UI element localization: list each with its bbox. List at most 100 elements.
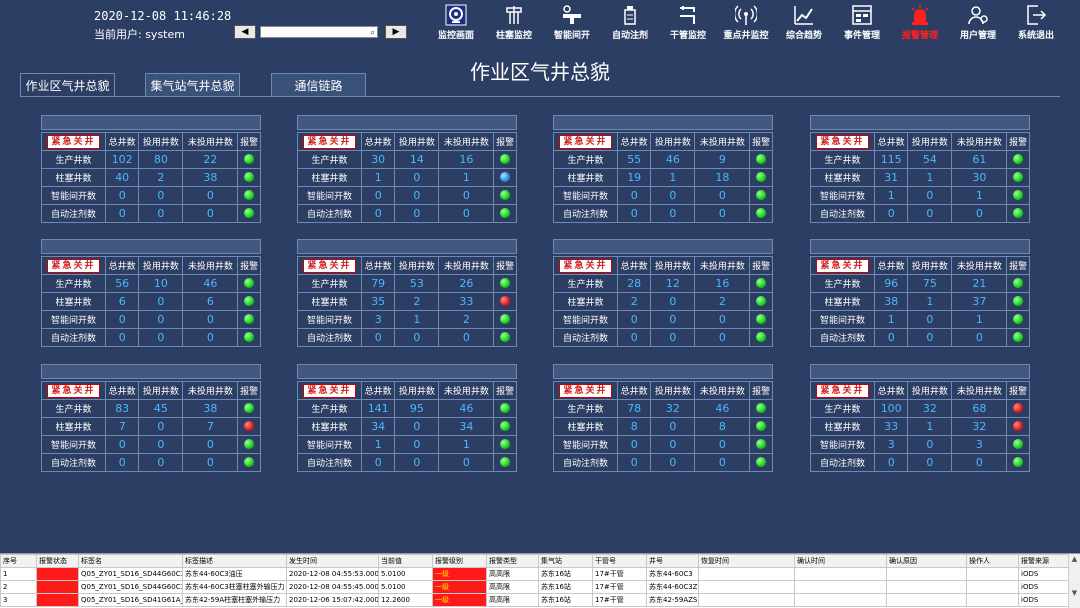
status-led-icon[interactable] [244, 403, 255, 414]
status-led-icon[interactable] [1013, 278, 1024, 289]
emergency-shutdown-button[interactable]: 紧急关井 [559, 258, 612, 273]
status-led-icon[interactable] [1013, 403, 1024, 414]
tab-gas-station-overview[interactable]: 集气站气井总貌 [145, 73, 240, 97]
emergency-shutdown-button[interactable]: 紧急关井 [47, 134, 100, 149]
toolbar-button-alarm[interactable]: 报警管理 [892, 2, 948, 46]
alarm-column-header[interactable]: 序号 [0, 554, 37, 568]
status-led-icon[interactable] [1013, 332, 1024, 343]
alarm-column-header[interactable]: 报警类型 [486, 554, 539, 568]
status-led-icon[interactable] [500, 457, 511, 468]
alarm-scrollbar[interactable]: ▲ ▼ [1068, 554, 1080, 608]
toolbar-button-pipe[interactable]: 干管监控 [660, 2, 716, 46]
toolbar-button-event[interactable]: 事件管理 [834, 2, 890, 46]
status-led-icon[interactable] [500, 190, 511, 201]
next-button[interactable]: ▶ [385, 25, 407, 39]
status-led-icon[interactable] [756, 439, 767, 450]
status-led-icon[interactable] [1013, 296, 1024, 307]
alarm-column-header[interactable]: 井号 [646, 554, 699, 568]
alarm-column-header[interactable]: 当前值 [378, 554, 433, 568]
status-led-icon[interactable] [1013, 457, 1024, 468]
status-led-icon[interactable] [244, 208, 255, 219]
status-led-icon[interactable] [244, 421, 255, 432]
alarm-column-header[interactable]: 确认时间 [794, 554, 887, 568]
status-led-icon[interactable] [756, 172, 767, 183]
status-led-icon[interactable] [1013, 314, 1024, 325]
status-led-icon[interactable] [244, 296, 255, 307]
status-led-icon[interactable] [244, 457, 255, 468]
toolbar-button-valve[interactable]: 智能间开 [544, 2, 600, 46]
status-led-icon[interactable] [244, 172, 255, 183]
status-led-icon[interactable] [244, 439, 255, 450]
status-led-icon[interactable] [500, 439, 511, 450]
emergency-shutdown-button[interactable]: 紧急关井 [303, 134, 356, 149]
status-led-icon[interactable] [500, 278, 511, 289]
status-led-icon[interactable] [756, 154, 767, 165]
alarm-column-header[interactable]: 操作人 [966, 554, 1019, 568]
status-led-icon[interactable] [1013, 208, 1024, 219]
status-led-icon[interactable] [500, 296, 511, 307]
status-led-icon[interactable] [1013, 172, 1024, 183]
alarm-column-header[interactable]: 报警级别 [432, 554, 487, 568]
status-led-icon[interactable] [756, 332, 767, 343]
status-led-icon[interactable] [756, 421, 767, 432]
alarm-row[interactable]: 2 Q05_ZY01_SD16_SD44G60C3_...苏东44-60C3柱塞柱… [0, 580, 1073, 594]
tab-work-area-overview[interactable]: 作业区气井总貌 [20, 73, 115, 97]
toolbar-button-injector[interactable]: 自动注剂 [602, 2, 658, 46]
status-led-icon[interactable] [244, 332, 255, 343]
toolbar-button-wireless[interactable]: 重点井监控 [718, 2, 774, 46]
emergency-shutdown-button[interactable]: 紧急关井 [47, 383, 100, 398]
scroll-down-icon[interactable]: ▼ [1071, 589, 1078, 597]
status-led-icon[interactable] [500, 314, 511, 325]
status-led-icon[interactable] [244, 314, 255, 325]
status-led-icon[interactable] [1013, 154, 1024, 165]
alarm-column-header[interactable]: 标签描述 [182, 554, 287, 568]
toolbar-button-trend[interactable]: 综合趋势 [776, 2, 832, 46]
alarm-column-header[interactable]: 报警来源 [1018, 554, 1073, 568]
scroll-up-icon[interactable]: ▲ [1071, 555, 1078, 563]
emergency-shutdown-button[interactable]: 紧急关井 [816, 258, 869, 273]
alarm-row[interactable]: 3 Q05_ZY01_SD16_SD41G61A_0...苏东42-59A柱塞柱塞… [0, 593, 1073, 607]
navigation-input[interactable]: ⌕ [260, 26, 378, 38]
toolbar-button-plunger[interactable]: 柱塞监控 [486, 2, 542, 46]
status-led-icon[interactable] [1013, 190, 1024, 201]
alarm-column-header[interactable]: 确认原因 [886, 554, 967, 568]
status-led-icon[interactable] [244, 278, 255, 289]
status-led-icon[interactable] [500, 172, 511, 183]
status-led-icon[interactable] [1013, 421, 1024, 432]
toolbar-button-monitor[interactable]: 监控画面 [428, 2, 484, 46]
alarm-column-header[interactable]: 集气站 [538, 554, 593, 568]
status-led-icon[interactable] [756, 278, 767, 289]
emergency-shutdown-button[interactable]: 紧急关井 [816, 383, 869, 398]
alarm-column-header[interactable]: 干管号 [592, 554, 647, 568]
emergency-shutdown-button[interactable]: 紧急关井 [816, 134, 869, 149]
emergency-shutdown-button[interactable]: 紧急关井 [303, 258, 356, 273]
status-led-icon[interactable] [500, 332, 511, 343]
emergency-shutdown-button[interactable]: 紧急关井 [559, 383, 612, 398]
toolbar-button-user[interactable]: 用户管理 [950, 2, 1006, 46]
status-led-icon[interactable] [756, 403, 767, 414]
status-led-icon[interactable] [500, 403, 511, 414]
status-led-icon[interactable] [1013, 439, 1024, 450]
status-led-icon[interactable] [756, 296, 767, 307]
alarm-column-header[interactable]: 发生时间 [286, 554, 379, 568]
emergency-shutdown-button[interactable]: 紧急关井 [47, 258, 100, 273]
tab-communication-link[interactable]: 通信链路 [271, 73, 366, 97]
status-led-icon[interactable] [244, 154, 255, 165]
alarm-row[interactable]: 1 Q05_ZY01_SD16_SD44G60C3_...苏东44-60C3油压2… [0, 567, 1073, 581]
emergency-shutdown-button[interactable]: 紧急关井 [303, 383, 356, 398]
status-led-icon[interactable] [500, 421, 511, 432]
status-led-icon[interactable] [756, 208, 767, 219]
toolbar-button-exit[interactable]: 系统退出 [1008, 2, 1064, 46]
alarm-column-header[interactable]: 恢复时间 [698, 554, 795, 568]
alarm-column-header[interactable]: 报警状态 [36, 554, 79, 568]
status-led-icon[interactable] [500, 154, 511, 165]
prev-button[interactable]: ◀ [234, 25, 256, 39]
alarm-column-header[interactable]: 标签名 [78, 554, 183, 568]
status-led-icon[interactable] [500, 208, 511, 219]
status-led-icon[interactable] [756, 314, 767, 325]
status-led-icon[interactable] [244, 190, 255, 201]
total-count: 0 [360, 204, 396, 223]
status-led-icon[interactable] [756, 457, 767, 468]
emergency-shutdown-button[interactable]: 紧急关井 [559, 134, 612, 149]
status-led-icon[interactable] [756, 190, 767, 201]
